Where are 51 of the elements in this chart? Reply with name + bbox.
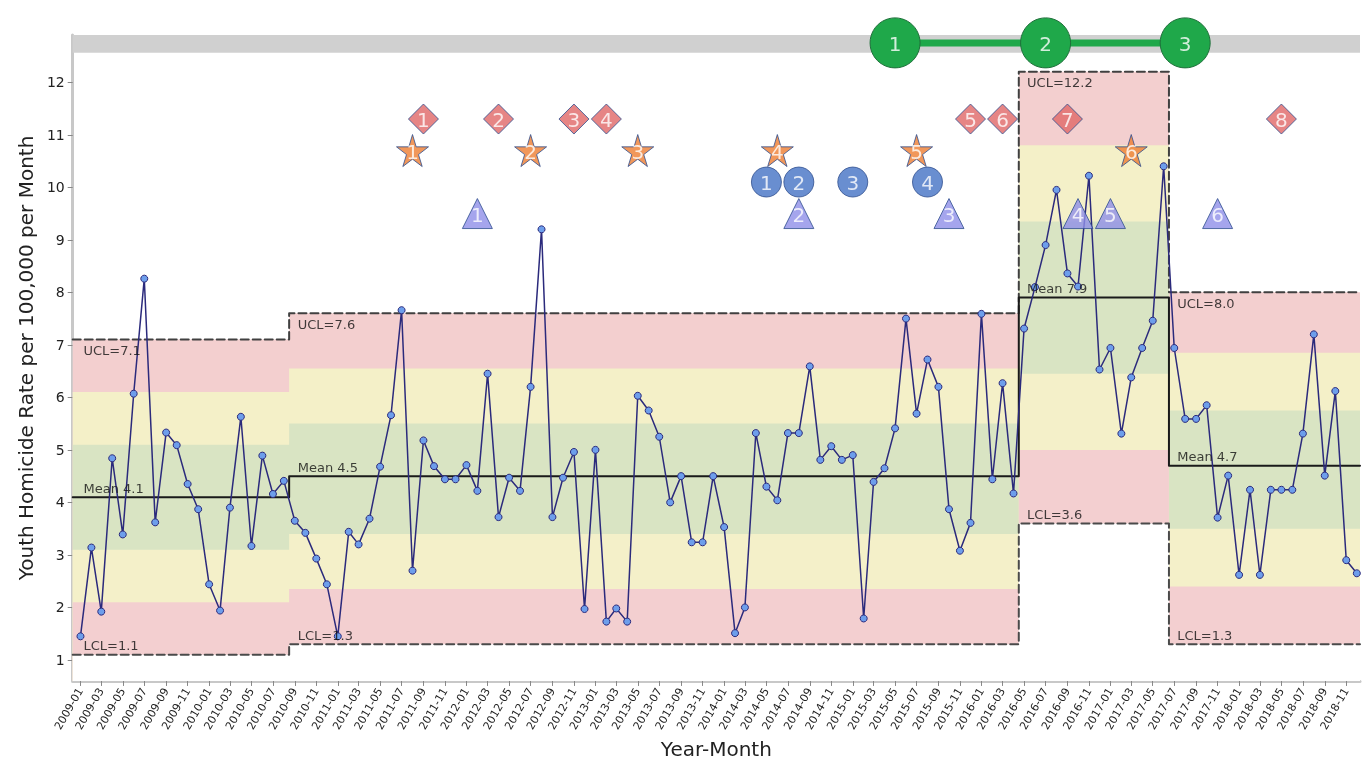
annotation: LCL=1.1 — [83, 638, 139, 654]
y-axis-title: Youth Homicide Rate per 100,000 per Month — [14, 135, 38, 582]
annotation: 8 — [1275, 108, 1288, 133]
annotation: LCL=1.3 — [1177, 627, 1233, 643]
annotation: 5 — [964, 108, 977, 133]
annotation: 3 — [631, 139, 645, 164]
y-tick-label: 2 — [55, 599, 65, 616]
annotation: 2 — [792, 202, 806, 227]
annotation: 3 — [942, 202, 956, 227]
annotation: 5 — [910, 139, 923, 164]
annotation: 4 — [921, 171, 934, 196]
annotation: 4 — [1071, 202, 1085, 227]
annotation: 2 — [524, 139, 537, 164]
y-tick-label: 4 — [55, 494, 65, 511]
annotation: 6 — [1211, 202, 1224, 227]
annotation: 3 — [567, 108, 581, 133]
annotation: 2 — [1039, 31, 1052, 56]
y-tick-label: 5 — [55, 441, 65, 458]
annotation: 1 — [888, 31, 902, 56]
annotation: 1 — [417, 108, 430, 133]
x-axis-title: Year-Month — [659, 737, 772, 761]
y-tick-label: 8 — [55, 284, 65, 301]
point — [1020, 17, 1072, 69]
annotation: 2 — [792, 171, 806, 196]
annotation: UCL=12.2 — [1027, 75, 1093, 91]
annotation: 6 — [1124, 139, 1138, 164]
y-tick-label: 9 — [55, 231, 65, 248]
point — [1159, 17, 1211, 69]
y-tick-label: 1 — [55, 651, 65, 668]
annotation: LCL=3.6 — [1027, 506, 1083, 522]
annotation: 6 — [996, 108, 1009, 133]
y-tick-label: 12 — [46, 74, 65, 91]
annotation: 1 — [760, 171, 773, 196]
y-tick-label: 11 — [46, 126, 65, 143]
y-tick-label: 10 — [46, 179, 65, 196]
y-tick-label: 3 — [55, 546, 65, 563]
annotation: 1 — [406, 139, 419, 164]
annotation: 3 — [1178, 31, 1192, 56]
annotation: 7 — [1061, 108, 1074, 133]
point — [869, 17, 921, 69]
annotation: Mean 4.5 — [297, 459, 359, 475]
annotation: 3 — [846, 171, 860, 196]
y-tick-label: 6 — [55, 389, 65, 406]
annotation: 5 — [1104, 202, 1117, 227]
annotation: UCL=7.6 — [297, 316, 356, 332]
annotation: 4 — [600, 108, 613, 133]
annotation: UCL=8.0 — [1177, 295, 1235, 311]
annotation: 2 — [492, 108, 505, 133]
annotation: 4 — [770, 139, 784, 164]
annotation: 1 — [471, 202, 484, 227]
y-tick-label: 7 — [55, 336, 65, 353]
